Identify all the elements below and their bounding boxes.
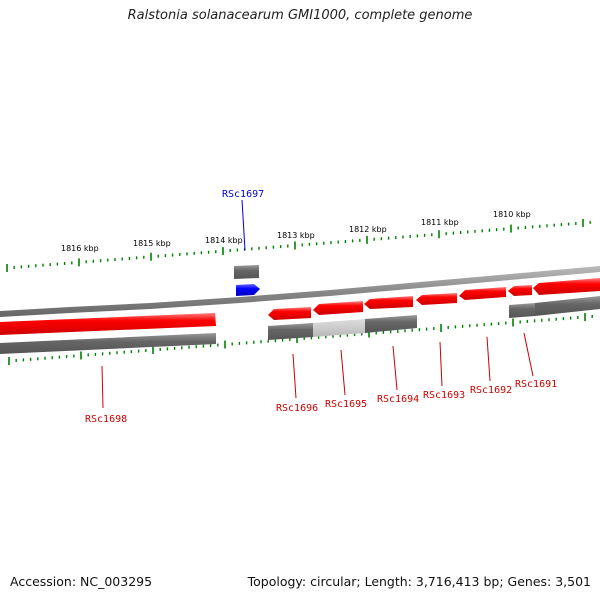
- forward-orf-track: [234, 265, 259, 279]
- gene-label-rsc1691[interactable]: RSc1691: [515, 379, 557, 390]
- reverse-orf-track: [0, 333, 216, 354]
- connector-rsc1691: [523, 332, 534, 377]
- connector-rsc1695: [340, 349, 346, 396]
- scale-ticks-lower: [8, 312, 593, 365]
- tick-label: 1810 kbp: [493, 210, 531, 219]
- tick-label: 1815 kbp: [133, 239, 171, 248]
- gene-label-rsc1696[interactable]: RSc1696: [276, 403, 318, 414]
- connector-rsc1696: [292, 353, 297, 399]
- tick-label: 1816 kbp: [61, 244, 99, 253]
- gene-label-rsc1694[interactable]: RSc1694: [377, 394, 419, 405]
- tick-label: 1811 kbp: [421, 218, 459, 227]
- reverse-orf-track-light: [313, 319, 365, 337]
- gene-next[interactable]: [533, 278, 600, 295]
- gene-rsc1691[interactable]: [508, 285, 532, 296]
- tick-label: 1814 kbp: [205, 236, 243, 245]
- connector-rsc1698: [101, 365, 104, 409]
- gene-rsc1696[interactable]: [268, 307, 311, 320]
- gene-label-rsc1692[interactable]: RSc1692: [470, 385, 512, 396]
- reverse-orf-track: [268, 323, 313, 340]
- gene-label-rsc1693[interactable]: RSc1693: [423, 390, 465, 401]
- scale-labels: 1816 kbp 1815 kbp 1814 kbp 1813 kbp 1812…: [61, 210, 531, 253]
- gene-rsc1695[interactable]: [313, 301, 363, 315]
- tick-label: 1813 kbp: [277, 231, 315, 240]
- scale-ticks-upper: [6, 218, 591, 272]
- gene-rsc1694[interactable]: [364, 296, 413, 309]
- reverse-orf-track: [365, 315, 417, 333]
- reverse-orf-track: [509, 303, 535, 318]
- gene-label-rsc1695[interactable]: RSc1695: [325, 399, 367, 410]
- gene-rsc1693[interactable]: [416, 293, 457, 305]
- gene-rsc1692[interactable]: [459, 287, 506, 300]
- gene-rsc1697[interactable]: [236, 284, 260, 296]
- reverse-orf-track: [535, 296, 600, 316]
- map-title: Ralstonia solanacearum GMI1000, complete…: [127, 8, 473, 23]
- gene-labels: RSc1697 RSc1698 RSc1696 RSc1695 RSc1694 …: [85, 189, 557, 425]
- accession-text: Accession: NC_003295: [10, 574, 153, 589]
- connector-rsc1693: [439, 341, 443, 387]
- genome-stats-text: Topology: circular; Length: 3,716,413 bp…: [247, 574, 591, 589]
- gene-label-rsc1697[interactable]: RSc1697: [222, 189, 264, 200]
- connector-rsc1692: [486, 336, 491, 382]
- genome-backbone: [0, 266, 600, 317]
- connector-rsc1697: [241, 199, 246, 251]
- label-connectors: [101, 199, 534, 409]
- gene-label-rsc1698[interactable]: RSc1698: [85, 414, 127, 425]
- gene-rsc1698[interactable]: [0, 313, 216, 335]
- tick-label: 1812 kbp: [349, 225, 387, 234]
- connector-rsc1694: [392, 345, 398, 391]
